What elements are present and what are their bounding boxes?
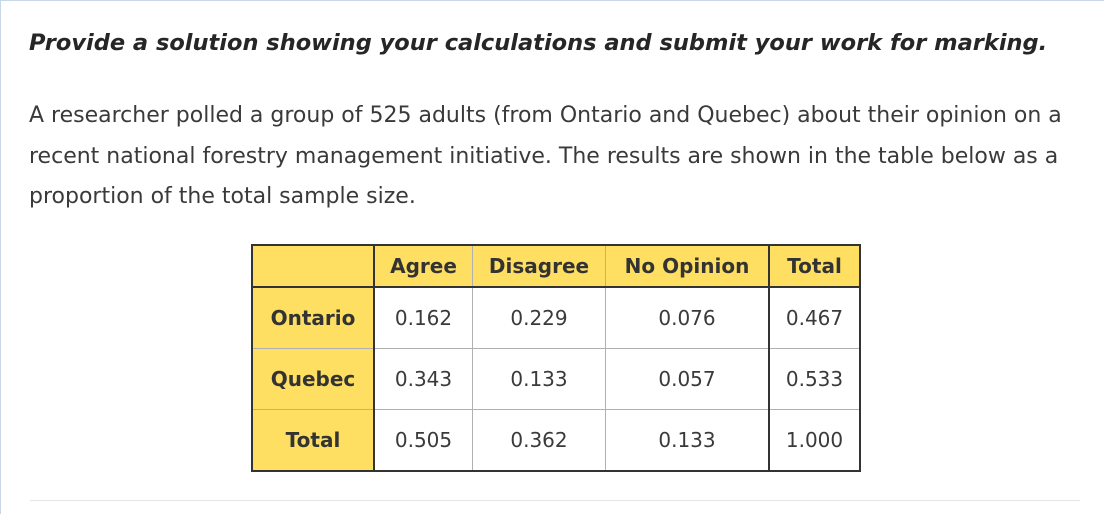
table-cell: 0.057 xyxy=(605,348,770,410)
table-cell: 0.343 xyxy=(373,348,473,410)
table-cell: 0.229 xyxy=(472,286,606,349)
table-row: Ontario 0.162 0.229 0.076 0.467 xyxy=(251,286,861,349)
row-header-total: Total xyxy=(251,409,375,472)
column-header-total: Total xyxy=(768,244,861,288)
row-header-quebec: Quebec xyxy=(251,348,375,410)
table-cell: 0.076 xyxy=(605,286,770,349)
column-header-disagree: Disagree xyxy=(472,244,606,288)
table-header-row: Agree Disagree No Opinion Total xyxy=(251,244,861,288)
table-row: Quebec 0.343 0.133 0.057 0.533 xyxy=(251,348,861,410)
column-header-no-opinion: No Opinion xyxy=(605,244,770,288)
table-cell: 0.162 xyxy=(373,286,473,349)
table-cell: 0.362 xyxy=(472,409,606,472)
section-divider xyxy=(30,500,1080,501)
instruction-heading: Provide a solution showing your calculat… xyxy=(29,30,1048,56)
table-cell: 0.467 xyxy=(768,286,861,349)
table-cell: 0.133 xyxy=(605,409,770,472)
table-cell: 0.133 xyxy=(472,348,606,410)
table-row: Total 0.505 0.362 0.133 1.000 xyxy=(251,409,861,472)
table-corner-cell xyxy=(251,244,375,288)
problem-paragraph: A researcher polled a group of 525 adult… xyxy=(29,103,1062,209)
table-cell: 0.533 xyxy=(768,348,861,410)
proportion-table: Agree Disagree No Opinion Total Ontario … xyxy=(251,244,861,472)
table-cell: 1.000 xyxy=(768,409,861,472)
row-header-ontario: Ontario xyxy=(251,286,375,349)
table-cell: 0.505 xyxy=(373,409,473,472)
column-header-agree: Agree xyxy=(373,244,473,288)
